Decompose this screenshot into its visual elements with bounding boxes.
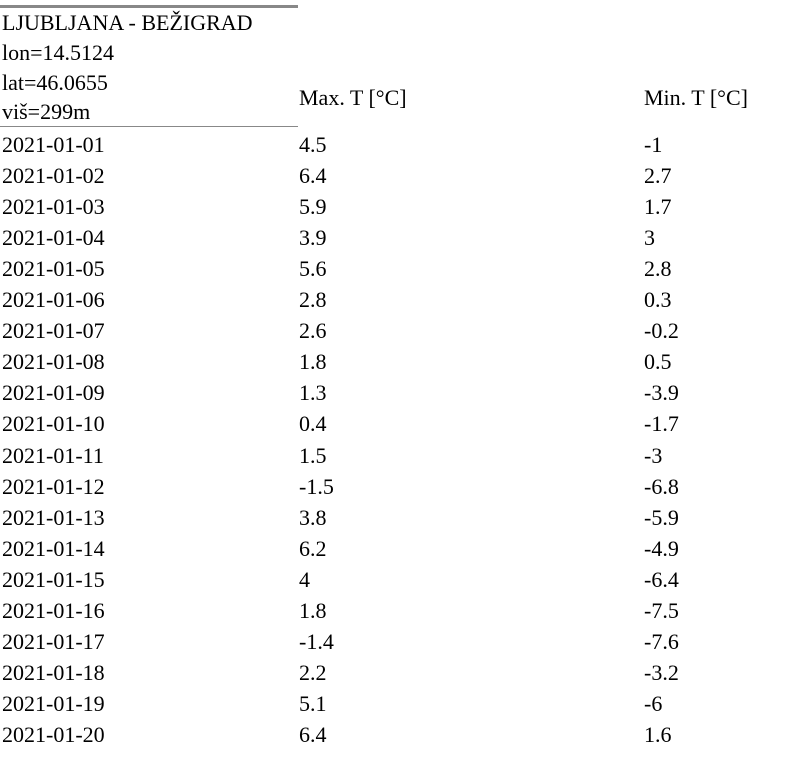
max-cell: 1.5 — [299, 442, 327, 468]
min-cell: -1 — [644, 132, 663, 157]
max-cell: 2.6 — [299, 318, 327, 344]
min-cell: -7.6 — [644, 628, 679, 654]
date-cell: 2021-01-17 — [2, 628, 105, 654]
max-cell: 6.4 — [299, 163, 327, 189]
date-cell: 2021-01-01 — [2, 132, 105, 157]
max-cell: 6.2 — [299, 535, 327, 561]
min-cell: 2.7 — [644, 163, 672, 189]
station-name: LJUBLJANA - BEŽIGRAD — [2, 10, 253, 35]
date-cell: 2021-01-12 — [2, 473, 105, 499]
station-lat: lat=46.0655 — [2, 70, 108, 95]
min-cell: 3 — [644, 225, 655, 251]
date-cell: 2021-01-20 — [2, 721, 105, 747]
date-cell: 2021-01-13 — [2, 504, 105, 530]
date-cell: 2021-01-09 — [2, 380, 105, 406]
column-header: Min. T [°C] — [644, 85, 748, 110]
station-alt: viš=299m — [2, 99, 91, 124]
max-cell: 4 — [299, 566, 310, 592]
date-cell: 2021-01-02 — [2, 163, 105, 189]
max-cell: 1.8 — [299, 349, 327, 375]
max-cell: 0.4 — [299, 411, 327, 437]
date-cell: 2021-01-04 — [2, 225, 105, 251]
date-cell: 2021-01-18 — [2, 659, 105, 685]
max-cell: 5.9 — [299, 194, 327, 220]
column-header: Max. T [°C] — [299, 85, 407, 110]
date-cell: 2021-01-11 — [2, 442, 104, 468]
station-lon: lon=14.5124 — [2, 40, 115, 65]
min-cell: 1.7 — [644, 194, 672, 220]
min-cell: -3.9 — [644, 380, 679, 406]
date-cell: 2021-01-15 — [2, 566, 105, 592]
max-cell: -1.4 — [299, 628, 334, 654]
min-cell: -6.8 — [644, 473, 679, 499]
max-cell: 5.6 — [299, 256, 327, 282]
min-cell: 1.6 — [644, 721, 672, 747]
max-cell: 3.9 — [299, 225, 327, 251]
min-cell: -3.2 — [644, 659, 679, 685]
date-cell: 2021-01-03 — [2, 194, 105, 220]
max-cell: 2.2 — [299, 659, 327, 685]
min-cell: -1.7 — [644, 411, 679, 437]
max-cell: 3.8 — [299, 504, 327, 530]
max-cell: 4.5 — [299, 132, 327, 157]
min-cell: -6 — [644, 690, 663, 716]
date-cell: 2021-01-16 — [2, 597, 105, 623]
min-cell: 0.5 — [644, 349, 672, 375]
min-cell: -3 — [644, 442, 663, 468]
date-cell: 2021-01-08 — [2, 349, 105, 375]
min-cell: -5.9 — [644, 504, 679, 530]
date-cell: 2021-01-07 — [2, 318, 105, 344]
max-cell: 1.3 — [299, 380, 327, 406]
date-cell: 2021-01-05 — [2, 256, 105, 282]
date-cell: 2021-01-19 — [2, 690, 105, 716]
header-rule — [0, 126, 298, 127]
date-cell: 2021-01-06 — [2, 287, 105, 313]
min-cell: -0.2 — [644, 318, 679, 344]
min-cell: 0.3 — [644, 287, 672, 313]
min-cell: -6.4 — [644, 566, 679, 592]
min-cell: -4.9 — [644, 535, 679, 561]
date-cell: 2021-01-14 — [2, 535, 105, 561]
min-cell: -7.5 — [644, 597, 679, 623]
max-cell: 1.8 — [299, 597, 327, 623]
max-cell: 2.8 — [299, 287, 327, 313]
max-cell: 5.1 — [299, 690, 327, 716]
min-cell: 2.8 — [644, 256, 672, 282]
top-rule — [0, 5, 298, 8]
max-cell: -1.5 — [299, 473, 334, 499]
date-cell: 2021-01-10 — [2, 411, 105, 437]
max-cell: 6.4 — [299, 721, 327, 747]
